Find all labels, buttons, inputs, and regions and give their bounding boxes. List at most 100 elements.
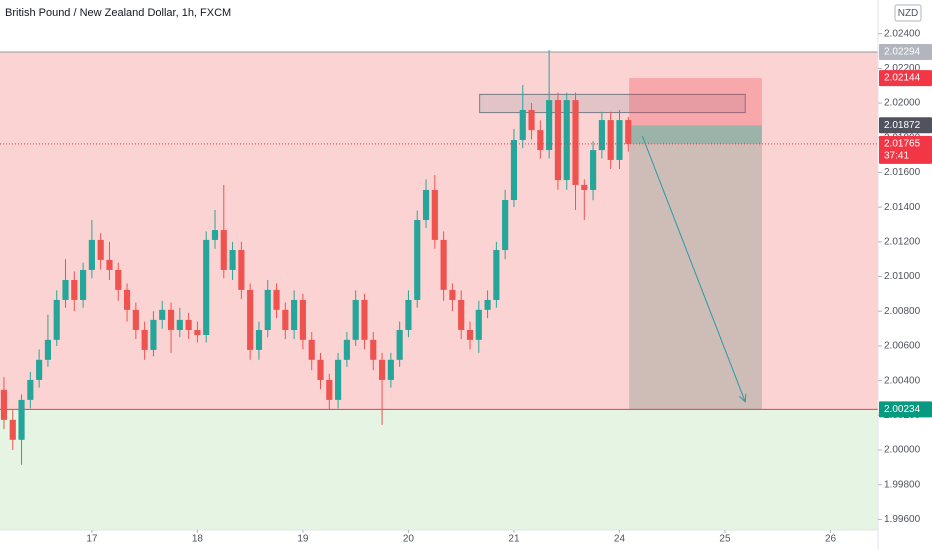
- candle-body: [80, 269, 87, 300]
- price-tag-label: 2.02294: [884, 47, 921, 58]
- y-tick-label: 2.01200: [884, 236, 921, 247]
- candle-body: [185, 319, 192, 330]
- candle-body: [159, 309, 166, 320]
- candle-body: [203, 239, 210, 336]
- x-tick-label: 18: [192, 534, 204, 545]
- candle-body: [194, 329, 201, 336]
- price-tag-label: 2.00234: [884, 404, 921, 415]
- candle-body: [414, 219, 421, 300]
- candle-body: [422, 189, 430, 220]
- candle-body: [106, 259, 113, 270]
- candle-body: [475, 309, 482, 340]
- candle-body: [466, 329, 474, 340]
- candle-body: [607, 120, 614, 160]
- candle-body: [282, 309, 289, 330]
- candle-body: [537, 130, 544, 151]
- candle-body: [167, 309, 175, 330]
- candle-body: [352, 299, 359, 340]
- candle-body: [273, 289, 280, 310]
- currency-label: NZD: [898, 8, 919, 19]
- candle-body: [141, 329, 148, 350]
- x-tick-label: 19: [297, 534, 309, 545]
- candle-body: [247, 289, 254, 350]
- y-tick-label: 1.99800: [884, 479, 921, 490]
- zone: [0, 409, 878, 530]
- axes: 2.024002.022002.020002.018002.016002.014…: [86, 28, 932, 545]
- price-tag: [879, 44, 932, 61]
- target-zone: [629, 125, 762, 410]
- candle-body: [431, 189, 438, 240]
- candle-body: [343, 339, 350, 360]
- candle-body: [229, 249, 236, 270]
- candle-body: [255, 329, 263, 350]
- price-tag-label: 2.01765: [884, 138, 921, 149]
- y-tick-label: 2.02200: [884, 63, 921, 74]
- candle-body: [0, 389, 8, 420]
- x-tick-label: 24: [614, 534, 626, 545]
- candle-body: [396, 329, 403, 360]
- candle-body: [115, 269, 122, 290]
- y-tick-label: 2.01400: [884, 202, 921, 213]
- candle-body: [335, 359, 342, 400]
- candle-body: [308, 339, 315, 360]
- candle-body: [299, 299, 307, 340]
- price-axis: [878, 0, 932, 550]
- filled-zone: [629, 125, 762, 144]
- candle-body: [510, 140, 518, 201]
- candle-body: [27, 379, 34, 400]
- countdown: 37:41: [884, 150, 909, 161]
- candle-body: [220, 230, 227, 270]
- candle-body: [53, 299, 60, 340]
- candle-body: [44, 339, 52, 360]
- price-tag: [879, 135, 932, 164]
- candle-body: [18, 399, 25, 440]
- candle-body: [211, 230, 219, 240]
- candle-body: [123, 289, 131, 310]
- candle-body: [581, 184, 588, 190]
- candle-body: [519, 109, 526, 141]
- x-tick-label: 17: [86, 534, 98, 545]
- candle-body: [88, 239, 95, 270]
- candle-body: [484, 299, 491, 310]
- candle-body: [502, 200, 509, 250]
- candle-body: [36, 359, 43, 380]
- chart-title: British Pound / New Zealand Dollar, 1h, …: [5, 7, 231, 19]
- candle-body: [317, 359, 324, 380]
- candle-body: [616, 120, 623, 160]
- price-tag: [879, 401, 932, 418]
- candle-body: [590, 150, 597, 190]
- candle-body: [458, 299, 465, 330]
- x-tick-label: 20: [403, 534, 415, 545]
- candle-body: [493, 249, 500, 300]
- candle-body: [554, 100, 562, 181]
- candle-body: [291, 299, 298, 330]
- candle-body: [440, 239, 447, 290]
- y-tick-label: 2.02400: [884, 28, 921, 39]
- currency-badge: [894, 4, 922, 22]
- candle-body: [546, 100, 553, 151]
- price-tag: [879, 70, 932, 87]
- candle-body: [572, 100, 579, 185]
- candle-body: [238, 249, 245, 290]
- y-tick-label: 1.99600: [884, 514, 921, 525]
- x-tick-label: 25: [719, 534, 731, 545]
- y-tick-label: 2.00600: [884, 341, 921, 352]
- candle-body: [405, 299, 412, 330]
- y-tick-label: 2.01000: [884, 271, 921, 282]
- x-tick-label: 26: [825, 534, 837, 545]
- candle-body: [598, 120, 605, 151]
- y-tick-label: 2.02000: [884, 98, 921, 109]
- stop-zone: [629, 78, 762, 126]
- candle-body: [378, 359, 386, 380]
- price-tag-label: 2.02144: [884, 73, 921, 84]
- candle-body: [387, 359, 394, 380]
- candle-body: [370, 339, 377, 360]
- price-tag: [879, 117, 932, 134]
- plot-area: [0, 50, 878, 530]
- candle-body: [625, 120, 632, 144]
- arrow-head: [739, 393, 747, 403]
- candle-body: [361, 299, 368, 340]
- y-tick-label: 2.00000: [884, 445, 921, 456]
- candle-body: [97, 239, 104, 260]
- candle-body: [62, 280, 69, 300]
